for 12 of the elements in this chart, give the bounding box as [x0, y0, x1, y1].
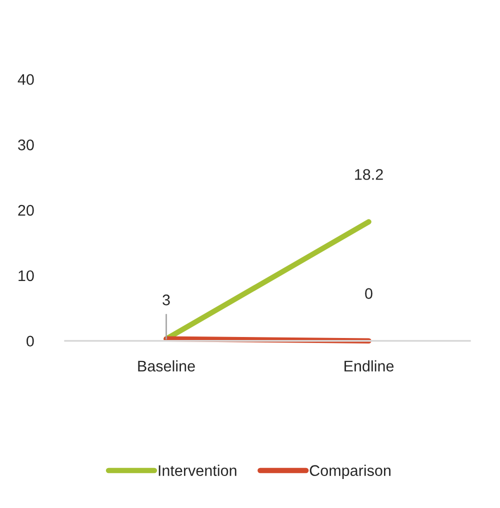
y-tick-label: 10	[18, 270, 34, 282]
annotation: 3	[162, 294, 170, 306]
x-tick-label: Baseline	[138, 360, 195, 372]
data-label: 18.2	[355, 169, 383, 180]
legend-label: Comparison	[310, 464, 390, 480]
y-tick-label: 20	[18, 204, 34, 216]
legend-label: Intervention	[158, 464, 236, 476]
y-tick-label: 30	[18, 140, 34, 150]
x-tick-label: Endline	[344, 360, 394, 372]
y-tick-label: 0	[26, 336, 34, 347]
data-label: 0	[365, 288, 372, 299]
y-tick-label: 40	[18, 74, 34, 85]
